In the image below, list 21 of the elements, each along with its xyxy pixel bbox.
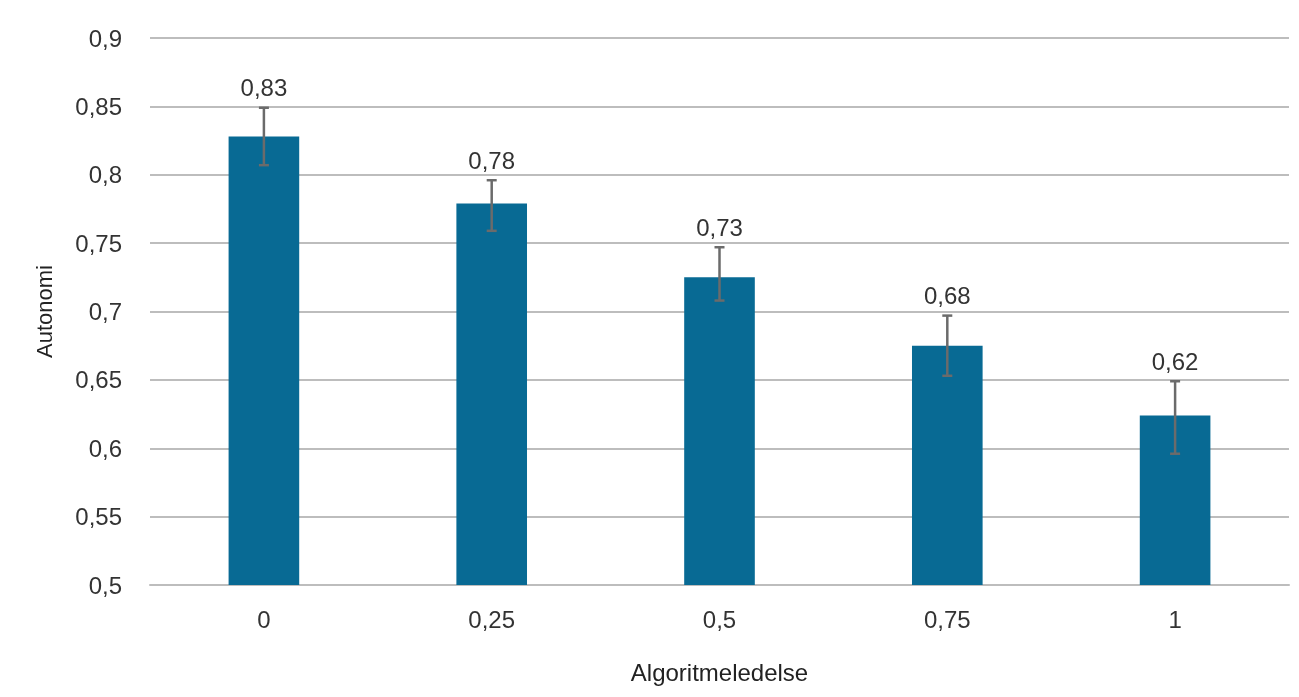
y-tick-label: 0,85: [75, 92, 122, 120]
data-label: 0,73: [696, 213, 743, 241]
x-tick-label: 0,75: [923, 605, 971, 633]
x-tick-label: 1: [1168, 605, 1182, 633]
y-tick-label: 0,6: [88, 434, 122, 462]
y-axis-title: Autonomi: [31, 265, 57, 358]
y-tick-label: 0,9: [88, 24, 122, 52]
y-tick-label: 0,55: [75, 503, 122, 531]
x-axis-title: Algoritmeledelse: [630, 658, 809, 686]
y-tick-label: 0,8: [88, 161, 122, 189]
y-tick-label: 0,5: [88, 571, 122, 599]
x-tick-label: 0: [257, 605, 271, 633]
data-label: 0,83: [240, 74, 288, 102]
data-label: 0,78: [468, 146, 516, 174]
data-label: 0,62: [1151, 347, 1199, 375]
x-tick-label: 0,5: [702, 605, 737, 633]
y-tick-label: 0,7: [88, 298, 122, 325]
y-tick-label: 0,65: [75, 366, 122, 394]
data-label: 0,68: [923, 282, 971, 310]
x-tick-label: 0,25: [468, 605, 516, 633]
y-tick-label: 0,75: [75, 229, 122, 257]
